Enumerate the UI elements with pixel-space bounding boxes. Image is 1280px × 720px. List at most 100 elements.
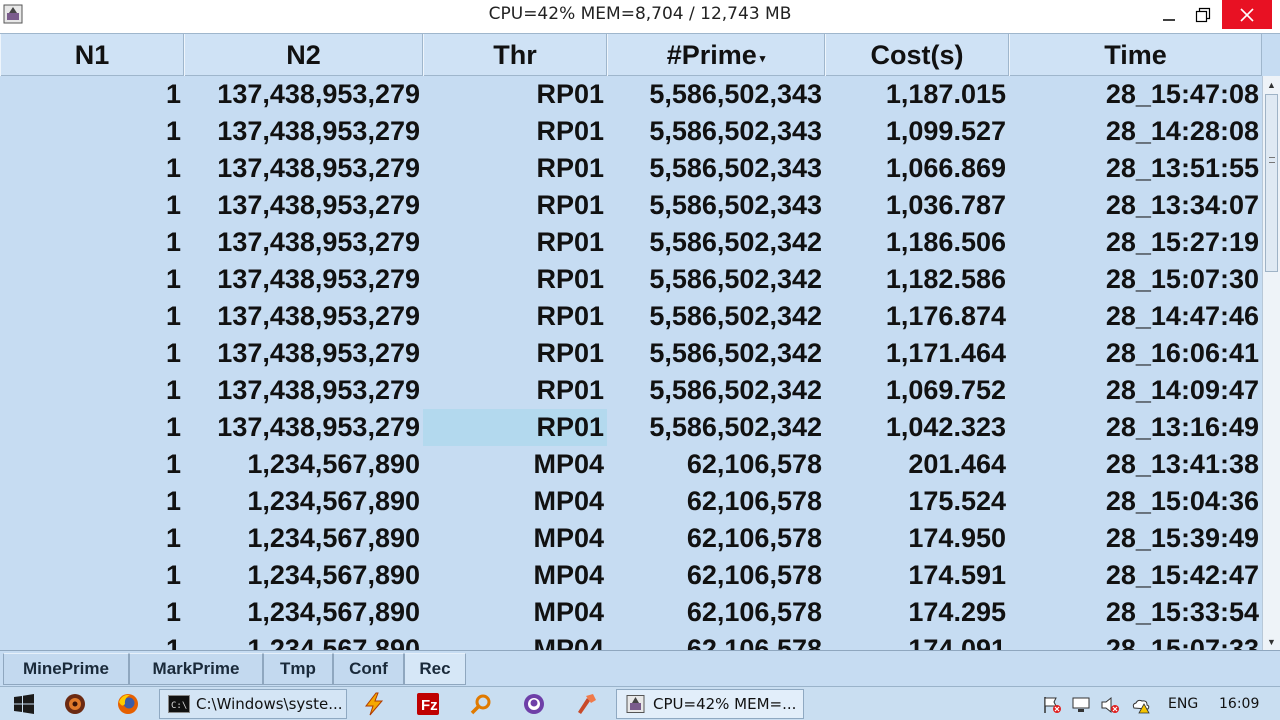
cell-thr[interactable]: MP04	[533, 449, 604, 479]
cell-n1[interactable]: 1	[165, 597, 181, 627]
tab-markprime[interactable]: MarkPrime	[129, 653, 263, 685]
cell-thr[interactable]: RP01	[536, 264, 604, 294]
cell-time[interactable]: 28_13:16:49	[1105, 412, 1259, 442]
table-row[interactable]: 1 137,438,953,279 RP01 5,586,502,343 1,099.5…	[0, 113, 1262, 150]
cell-cost[interactable]: 201.464	[908, 449, 1006, 479]
network-icon[interactable]	[1071, 696, 1091, 714]
table-row[interactable]: 1 137,438,953,279 RP01 5,586,502,342 1,069.7…	[0, 372, 1262, 409]
table-row[interactable]: 1 137,438,953,279 RP01 5,586,502,342 1,186.5…	[0, 224, 1262, 261]
table-row[interactable]: 1 137,438,953,279 RP01 5,586,502,343 1,066.8…	[0, 150, 1262, 187]
cell-n2[interactable]: 1,234,567,890	[247, 449, 420, 479]
cell-prime[interactable]: 62,106,578	[686, 560, 822, 590]
cell-n2[interactable]: 137,438,953,279	[217, 375, 420, 405]
tab-rec[interactable]: Rec	[404, 653, 466, 685]
cell-prime[interactable]: 5,586,502,342	[649, 301, 822, 331]
vertical-scrollbar[interactable]: ▲ ▼	[1262, 76, 1280, 650]
cell-prime[interactable]: 62,106,578	[686, 597, 822, 627]
pinned-spiral-app[interactable]	[62, 691, 88, 717]
cell-cost[interactable]: 1,182.586	[885, 264, 1006, 294]
cell-prime[interactable]: 5,586,502,342	[649, 264, 822, 294]
cell-time[interactable]: 28_14:28:08	[1105, 116, 1259, 146]
task-cmd-window[interactable]: C:\ C:\Windows\syste...	[159, 689, 347, 719]
cell-n1[interactable]: 1	[165, 301, 181, 331]
cell-prime[interactable]: 5,586,502,342	[649, 412, 822, 442]
cell-n2[interactable]: 137,438,953,279	[217, 227, 420, 257]
cell-n1[interactable]: 1	[165, 79, 181, 109]
cell-n2[interactable]: 1,234,567,890	[247, 597, 420, 627]
cell-thr[interactable]: RP01	[423, 409, 607, 446]
cell-prime[interactable]: 5,586,502,342	[649, 227, 822, 257]
cell-cost[interactable]: 175.524	[908, 486, 1006, 516]
maximize-button[interactable]	[1186, 0, 1220, 29]
cell-n2[interactable]: 137,438,953,279	[217, 301, 420, 331]
cell-n1[interactable]: 1	[165, 264, 181, 294]
cell-n1[interactable]: 1	[165, 486, 181, 516]
clock[interactable]: 16:09	[1219, 696, 1260, 712]
cell-n2[interactable]: 1,234,567,890	[247, 560, 420, 590]
cell-time[interactable]: 28_14:09:47	[1105, 375, 1259, 405]
cell-n1[interactable]: 1	[165, 190, 181, 220]
table-row[interactable]: 1 1,234,567,890 MP04 62,106,578 175.524 28_15…	[0, 483, 1262, 520]
pinned-firefox[interactable]	[115, 691, 141, 717]
table-row[interactable]: 1 137,438,953,279 RP01 5,586,502,343 1,187.0…	[0, 76, 1262, 113]
cell-time[interactable]: 28_14:47:46	[1105, 301, 1259, 331]
column-header-time[interactable]: Time	[1009, 34, 1262, 76]
cell-prime[interactable]: 62,106,578	[686, 634, 822, 650]
cell-prime[interactable]: 5,586,502,343	[649, 116, 822, 146]
cell-time[interactable]: 28_13:51:55	[1105, 153, 1259, 183]
cell-time[interactable]: 28_15:04:36	[1105, 486, 1259, 516]
cell-cost[interactable]: 1,171.464	[885, 338, 1006, 368]
cell-cost[interactable]: 174.091	[908, 634, 1006, 650]
onedrive-warning-icon[interactable]	[1131, 696, 1151, 714]
cell-n2[interactable]: 137,438,953,279	[217, 338, 420, 368]
scrollbar-thumb[interactable]	[1265, 94, 1278, 272]
tab-tmp[interactable]: Tmp	[263, 653, 333, 685]
pinned-tool-app[interactable]	[574, 691, 600, 717]
cell-thr[interactable]: RP01	[536, 227, 604, 257]
cell-n2[interactable]: 137,438,953,279	[217, 412, 420, 442]
java-app-icon[interactable]	[3, 4, 23, 24]
cell-n2[interactable]: 1,234,567,890	[247, 634, 420, 650]
cell-cost[interactable]: 1,069.752	[885, 375, 1006, 405]
cell-n2[interactable]: 1,234,567,890	[247, 523, 420, 553]
scroll-up-icon[interactable]: ▲	[1267, 79, 1276, 90]
cell-thr[interactable]: RP01	[536, 79, 604, 109]
cell-time[interactable]: 28_15:39:49	[1105, 523, 1259, 553]
cell-n2[interactable]: 137,438,953,279	[217, 153, 420, 183]
cell-time[interactable]: 28_16:06:41	[1105, 338, 1259, 368]
cell-time[interactable]: 28_15:47:08	[1105, 79, 1259, 109]
column-header-n2[interactable]: N2	[184, 34, 423, 76]
cell-cost[interactable]: 174.591	[908, 560, 1006, 590]
cell-prime[interactable]: 5,586,502,342	[649, 338, 822, 368]
pinned-filezilla[interactable]: Fz	[415, 691, 441, 717]
pinned-lightning-app[interactable]	[361, 691, 387, 717]
minimize-button[interactable]	[1152, 0, 1186, 29]
cell-n1[interactable]: 1	[165, 375, 181, 405]
cell-thr[interactable]: MP04	[533, 634, 604, 650]
pinned-github[interactable]	[521, 691, 547, 717]
cell-prime[interactable]: 62,106,578	[686, 449, 822, 479]
start-button[interactable]	[11, 691, 37, 717]
cell-n1[interactable]: 1	[165, 412, 181, 442]
cell-thr[interactable]: RP01	[536, 301, 604, 331]
cell-time[interactable]: 28_15:07:33	[1105, 634, 1259, 650]
cell-n1[interactable]: 1	[165, 153, 181, 183]
cell-n2[interactable]: 1,234,567,890	[247, 486, 420, 516]
cell-n1[interactable]: 1	[165, 560, 181, 590]
cell-thr[interactable]: MP04	[533, 486, 604, 516]
cell-n2[interactable]: 137,438,953,279	[217, 116, 420, 146]
tab-conf[interactable]: Conf	[333, 653, 404, 685]
cell-cost[interactable]: 174.295	[908, 597, 1006, 627]
cell-n2[interactable]: 137,438,953,279	[217, 264, 420, 294]
cell-thr[interactable]: MP04	[533, 523, 604, 553]
table-row[interactable]: 1 1,234,567,890 MP04 62,106,578 174.591 28_15…	[0, 557, 1262, 594]
cell-thr[interactable]: RP01	[536, 153, 604, 183]
table-row[interactable]: 1 137,438,953,279 RP01 5,586,502,342 1,171.4…	[0, 335, 1262, 372]
cell-thr[interactable]: RP01	[536, 116, 604, 146]
cell-prime[interactable]: 62,106,578	[686, 486, 822, 516]
table-row[interactable]: 1 137,438,953,279 RP01 5,586,502,342 1,176.8…	[0, 298, 1262, 335]
table-row[interactable]: 1 137,438,953,279 RP01 5,586,502,342 1,182.5…	[0, 261, 1262, 298]
cell-cost[interactable]: 1,176.874	[885, 301, 1006, 331]
cell-n1[interactable]: 1	[165, 116, 181, 146]
cell-time[interactable]: 28_15:33:54	[1105, 597, 1259, 627]
